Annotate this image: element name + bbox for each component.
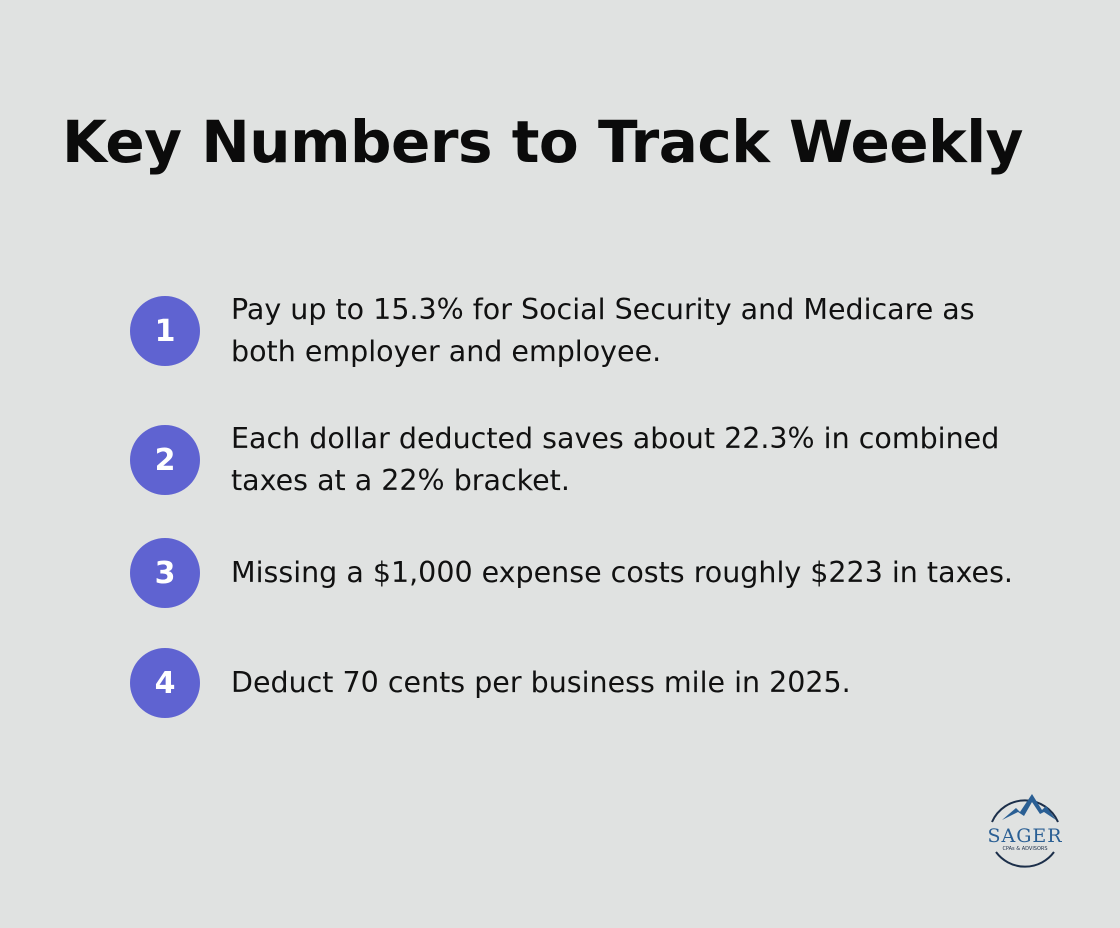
- step-number-badge: 4: [130, 648, 200, 718]
- step-number-badge: 1: [130, 296, 200, 366]
- list-item: 2 Each dollar deducted saves about 22.3%…: [130, 418, 1090, 502]
- item-text: Deduct 70 cents per business mile in 202…: [231, 666, 851, 699]
- list-item: 4 Deduct 70 cents per business mile in 2…: [130, 648, 1090, 718]
- item-text: Missing a $1,000 expense costs roughly $…: [231, 556, 1013, 589]
- item-text: Each dollar deducted saves about 22.3% i…: [231, 422, 1000, 497]
- page-title: Key Numbers to Track Weekly: [62, 108, 1023, 176]
- list-item: 3 Missing a $1,000 expense costs roughly…: [130, 538, 1090, 608]
- mountain-logo-icon: SAGER CPAs & ADVISORS: [987, 794, 1062, 868]
- step-number-badge: 2: [130, 425, 200, 495]
- item-text: Pay up to 15.3% for Social Security and …: [231, 293, 975, 368]
- logo-name: SAGER: [987, 825, 1062, 847]
- step-number-badge: 3: [130, 538, 200, 608]
- sager-logo: SAGER CPAs & ADVISORS: [980, 790, 1070, 870]
- logo-tagline: CPAs & ADVISORS: [1002, 846, 1047, 852]
- list-item: 1 Pay up to 15.3% for Social Security an…: [130, 289, 1090, 373]
